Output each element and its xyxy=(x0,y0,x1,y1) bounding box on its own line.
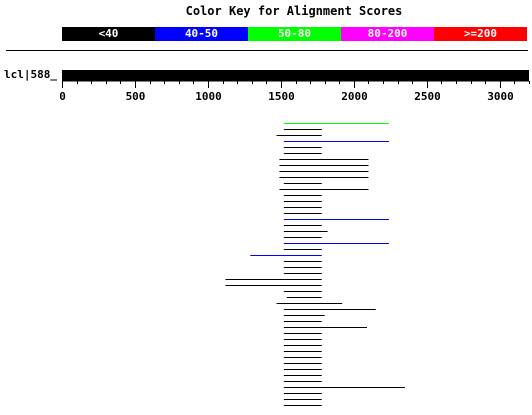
position-axis: 0 500 1000 1500 2000 2500 3000 xyxy=(59,80,530,103)
legend-segment-40-50: 40-50 xyxy=(155,27,248,41)
legend-segment-lt40: <40 xyxy=(62,27,155,41)
legend-segment-gte200: >=200 xyxy=(434,27,527,41)
color-key-legend: <40 40-50 50-80 80-200 >=200 xyxy=(62,27,527,41)
alignment-hits xyxy=(225,123,405,406)
query-label: lcl|588_ xyxy=(4,68,57,81)
axis-tick-label: 500 xyxy=(126,90,146,103)
axis-tick-label: 3000 xyxy=(487,90,514,103)
axis-tick-label: 2000 xyxy=(341,90,368,103)
query-bar[interactable] xyxy=(62,70,529,81)
axis-tick-label: 1000 xyxy=(195,90,222,103)
color-key-title: Color Key for Alignment Scores xyxy=(185,4,403,18)
legend-segment-50-80: 50-80 xyxy=(248,27,341,41)
axis-tick-label: 1500 xyxy=(268,90,295,103)
divider-line xyxy=(6,50,528,51)
axis-tick-label: 0 xyxy=(59,90,66,103)
axis-tick-label: 2500 xyxy=(414,90,441,103)
legend-segment-80-200: 80-200 xyxy=(341,27,434,41)
